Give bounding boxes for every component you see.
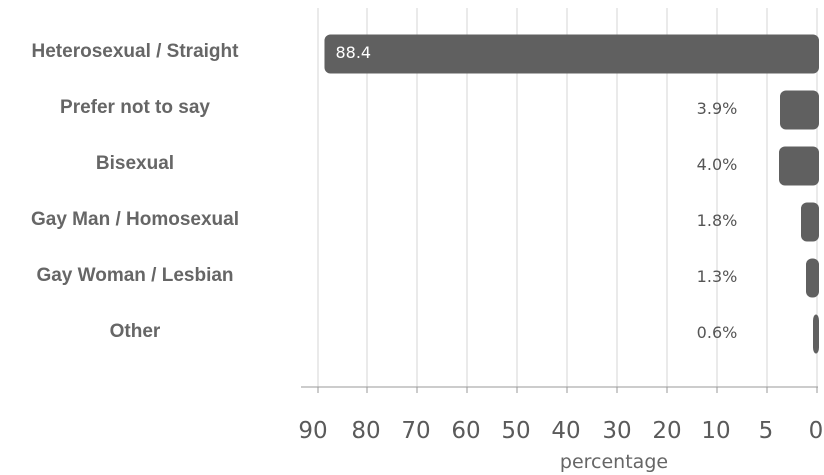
x-tick-label: 10 (701, 418, 730, 444)
category-label: Gay Man / Homosexual (31, 209, 239, 230)
x-tick-label: 20 (652, 418, 681, 444)
x-tick-label: 90 (298, 418, 327, 444)
category-label: Heterosexual / Straight (32, 41, 240, 62)
category-label: Prefer not to say (60, 97, 210, 118)
x-axis-title: percentage (560, 451, 668, 473)
category-label: Gay Woman / Lesbian (36, 265, 233, 286)
x-tick-label: 40 (551, 418, 580, 444)
x-tick-label: 5 (759, 418, 774, 444)
category-label: Bisexual (96, 153, 174, 174)
category-labels: Heterosexual / Straight Prefer not to say… (31, 41, 239, 342)
bar (779, 146, 819, 186)
bars (324, 34, 819, 354)
x-tick-label: 0 (809, 418, 824, 444)
x-tick-label: 30 (602, 418, 631, 444)
x-tick-label: 70 (401, 418, 430, 444)
x-axis-ticks: 90 80 70 60 50 40 30 20 10 5 0 (298, 387, 823, 444)
x-tick-label: 80 (351, 418, 380, 444)
value-label: 1.8% (697, 211, 738, 230)
bar (801, 202, 819, 242)
value-label: 4.0% (697, 155, 738, 174)
value-label: 88.4 (335, 43, 371, 62)
value-label: 3.9% (697, 99, 738, 118)
value-label: 0.6% (697, 323, 738, 342)
x-tick-label: 60 (451, 418, 480, 444)
bar (324, 34, 819, 74)
category-label: Other (110, 321, 161, 342)
bar (780, 90, 819, 130)
bar (813, 314, 819, 354)
x-tick-label: 50 (501, 418, 530, 444)
value-labels: 88.4 3.9% 4.0% 1.8% 1.3% 0.6% (335, 43, 737, 342)
bar (806, 258, 819, 298)
value-label: 1.3% (697, 267, 738, 286)
